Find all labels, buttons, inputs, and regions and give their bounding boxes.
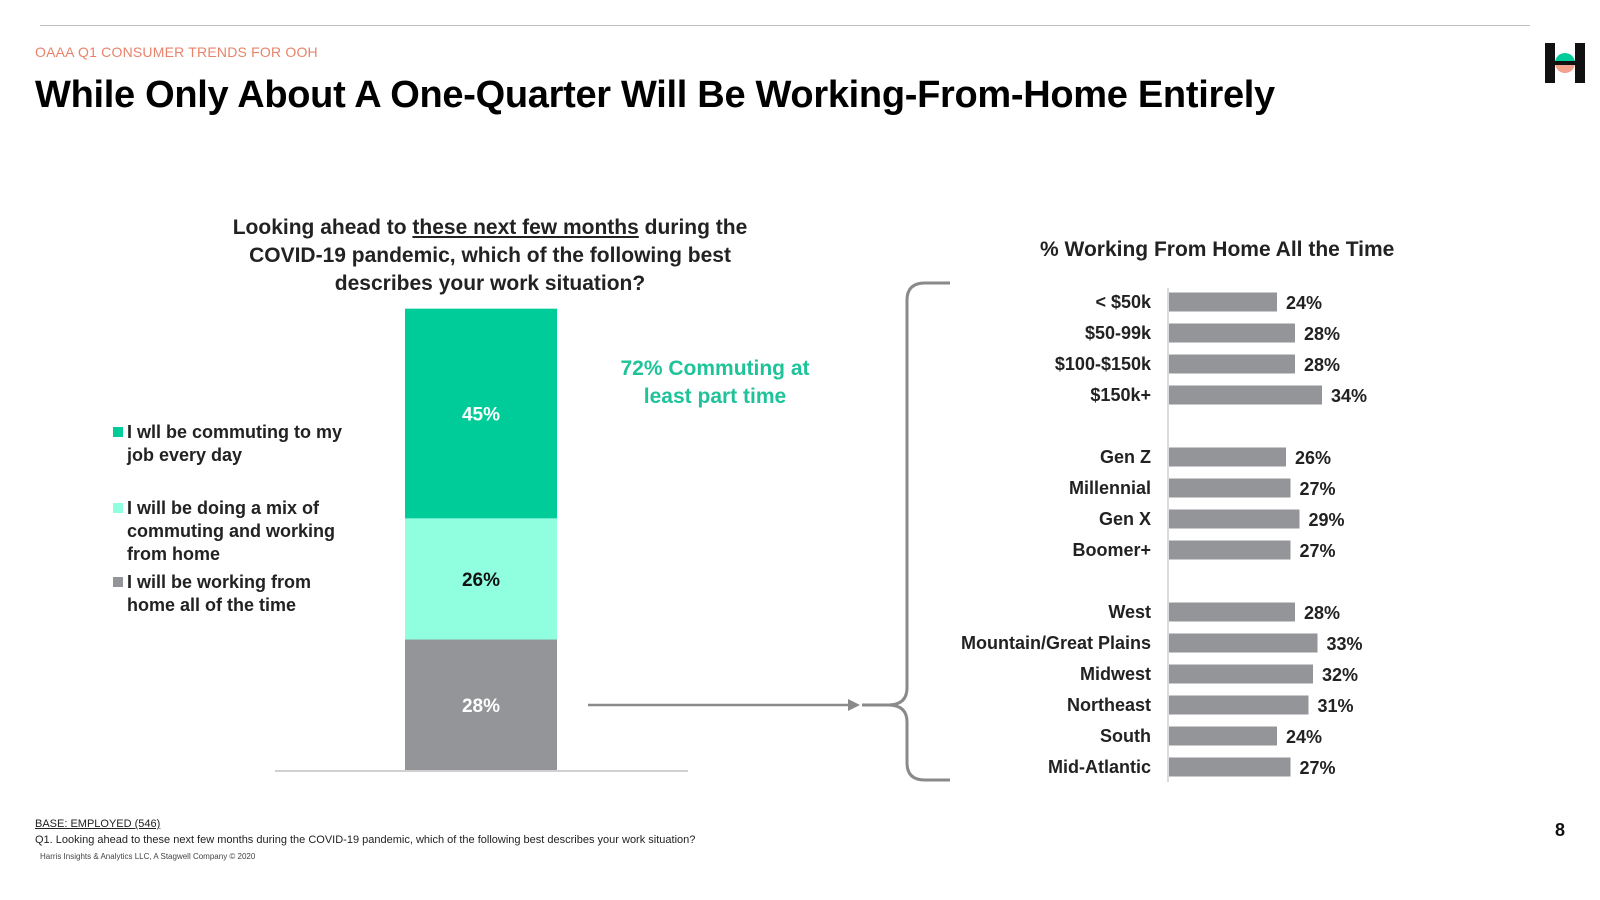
report-eyebrow: OAAA Q1 CONSUMER TRENDS FOR OOH xyxy=(35,44,318,60)
hbar-bar xyxy=(1169,633,1318,653)
stacked-segment xyxy=(405,639,557,770)
hbar-category-label: Gen X xyxy=(1099,509,1151,529)
hbar-value-label: 32% xyxy=(1322,665,1358,685)
footnote-question: Q1. Looking ahead to these next few mont… xyxy=(35,834,696,846)
hbar-value-label: 28% xyxy=(1304,603,1340,623)
question-suffix: during the COVID-19 pandemic, which of t… xyxy=(249,216,748,295)
legend-swatch-mix xyxy=(113,503,123,513)
survey-question: Looking ahead to these next few months d… xyxy=(200,214,780,298)
hbar-category-label: Mid-Atlantic xyxy=(1048,757,1151,777)
hbar-bar xyxy=(1169,354,1295,374)
hbar-category-label: Northeast xyxy=(1067,695,1151,715)
hbar-category-label: $100-$150k xyxy=(1055,354,1152,374)
stacked-segment xyxy=(405,518,557,640)
hbar-bar xyxy=(1169,602,1295,622)
hbar-value-label: 31% xyxy=(1318,696,1354,716)
legend-swatch-wfh xyxy=(113,577,123,587)
hbar-category-label: < $50k xyxy=(1095,292,1152,312)
hbar-category-label: $50-99k xyxy=(1085,323,1152,343)
hbar-category-label: Boomer+ xyxy=(1072,540,1151,560)
hbar-bar xyxy=(1169,323,1295,343)
hbar-bar xyxy=(1169,540,1291,560)
legend-item-wfh: I will be working from home all of the t… xyxy=(113,571,363,617)
question-prefix: Looking ahead to xyxy=(232,216,413,239)
hbar-bar xyxy=(1169,478,1291,498)
legend-swatch-commute xyxy=(113,427,123,437)
hbar-bar xyxy=(1169,292,1277,312)
hbar-value-label: 27% xyxy=(1300,758,1336,778)
connector-arrow-head xyxy=(848,699,860,711)
hbar-category-label: Midwest xyxy=(1080,664,1151,684)
hbar-category-label: Gen Z xyxy=(1100,447,1151,467)
page-number: 8 xyxy=(1555,820,1566,840)
stacked-segment-label: 26% xyxy=(462,570,500,591)
footnote-copyright: Harris Insights & Analytics LLC, A Stagw… xyxy=(40,852,256,861)
page-title: While Only About A One-Quarter Will Be W… xyxy=(35,74,1275,116)
curly-brace xyxy=(862,281,950,782)
hbar-category-label: Millennial xyxy=(1069,478,1151,498)
hbar-value-label: 33% xyxy=(1327,634,1363,654)
hbar-bar xyxy=(1169,695,1309,715)
legend-label-wfh: I will be working from home all of the t… xyxy=(127,572,312,615)
harris-logo-icon xyxy=(1545,43,1585,83)
hbar-value-label: 24% xyxy=(1286,727,1322,747)
top-divider xyxy=(40,25,1530,26)
hbar-value-label: 24% xyxy=(1286,293,1322,313)
hbar-bar xyxy=(1169,385,1322,405)
stacked-segment-label: 28% xyxy=(462,696,500,717)
legend-label-mix: I will be doing a mix of commuting and w… xyxy=(127,498,336,564)
hbar-value-label: 28% xyxy=(1304,355,1340,375)
hbar-bar xyxy=(1169,509,1300,529)
commuting-callout: 72% Commuting at least part time xyxy=(620,357,810,408)
hbar-value-label: 26% xyxy=(1295,448,1331,468)
question-emphasis: these next few months xyxy=(412,216,639,239)
hbar-category-label: Mountain/Great Plains xyxy=(961,633,1151,653)
legend-item-mix: I will be doing a mix of commuting and w… xyxy=(113,497,363,566)
hbar-category-label: West xyxy=(1108,602,1151,622)
stacked-segment xyxy=(405,308,557,519)
hbar-value-label: 28% xyxy=(1304,324,1340,344)
hbar-bar xyxy=(1169,726,1277,746)
footnote-base: BASE: EMPLOYED (546) xyxy=(35,818,161,830)
legend-item-commute: I wll be commuting to my job every day xyxy=(113,421,363,467)
hbar-category-label: $150k+ xyxy=(1090,385,1151,405)
hbar-value-label: 27% xyxy=(1300,479,1336,499)
right-chart-title: % Working From Home All the Time xyxy=(1040,238,1395,261)
hbar-value-label: 27% xyxy=(1300,541,1336,561)
hbar-bar xyxy=(1169,664,1313,684)
legend-label-commute: I wll be commuting to my job every day xyxy=(127,422,343,465)
stacked-segment-label: 45% xyxy=(462,405,500,426)
hbar-value-label: 34% xyxy=(1331,386,1367,406)
hbar-bar xyxy=(1169,447,1286,467)
hbar-value-label: 29% xyxy=(1309,510,1345,530)
hbar-bar xyxy=(1169,757,1291,777)
hbar-category-label: South xyxy=(1100,726,1151,746)
